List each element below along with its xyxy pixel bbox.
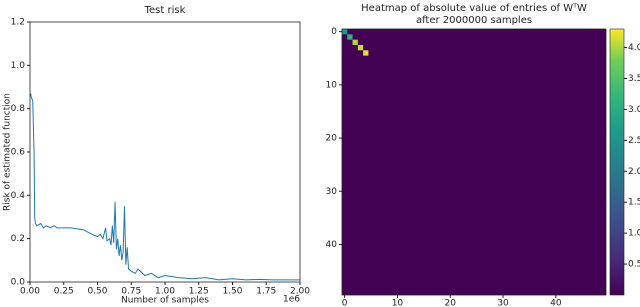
heatmap-cell: [347, 34, 353, 40]
x-tick-label: 10: [392, 299, 404, 307]
x-tick-label: 1.75: [256, 287, 276, 297]
y-tick-label: 40: [326, 240, 338, 250]
x-axis-label: Number of samples: [121, 296, 209, 306]
chart-title: Heatmap of absolute value of entries of …: [361, 3, 587, 14]
x-offset-text: 1e6: [283, 295, 300, 305]
colorbar-tick-label: 3.5: [628, 74, 640, 84]
chart-title: Test risk: [144, 5, 186, 16]
colorbar-tick-label: 2.5: [628, 136, 640, 146]
axes-frame: [341, 28, 607, 296]
axes-frame: [29, 21, 301, 283]
y-tick-label: 1.0: [11, 61, 26, 71]
heatmap-cell: [342, 29, 348, 35]
y-tick-label: 20: [326, 134, 338, 144]
line-series: [29, 93, 300, 281]
y-tick-label: 0.6: [11, 148, 26, 158]
colorbar-tick-label: 4.0: [628, 43, 640, 53]
y-tick-label: 0.2: [11, 234, 25, 244]
x-tick-label: 2.00: [290, 287, 310, 297]
x-tick-label: 0.25: [54, 287, 74, 297]
heatmap-cell: [352, 39, 358, 45]
x-tick-label: 0.00: [20, 287, 40, 297]
x-tick-label: 1.00: [155, 287, 175, 297]
y-tick-label: 30: [326, 187, 338, 197]
x-tick-label: 0.75: [121, 287, 141, 297]
y-axis-label: Risk of estimated function: [3, 93, 13, 211]
colorbar: [609, 28, 625, 296]
x-tick-label: 40: [550, 299, 562, 307]
colorbar-tick-label: 2.0: [628, 167, 640, 177]
colorbar-tick-label: 1.0: [628, 229, 640, 239]
y-tick-label: 0.8: [11, 104, 26, 114]
x-tick-label: 20: [445, 299, 457, 307]
y-tick-label: 1.2: [11, 18, 25, 28]
heatmap-cell: [357, 44, 364, 51]
y-tick-label: 0: [331, 27, 337, 37]
y-tick-label: 0.0: [11, 278, 26, 288]
y-tick-label: 0.4: [11, 191, 26, 201]
y-tick-label: 10: [326, 80, 338, 90]
x-tick-label: 30: [497, 299, 509, 307]
x-tick-label: 0: [342, 299, 348, 307]
x-tick-label: 0.50: [87, 287, 107, 297]
colorbar-tick-label: 1.5: [628, 198, 640, 208]
x-tick-label: 1.50: [222, 287, 242, 297]
heatmap-background: [342, 29, 606, 295]
x-tick-label: 1.25: [189, 287, 209, 297]
colorbar-tick-label: 3.0: [628, 105, 640, 115]
chart-title: after 2000000 samples: [416, 15, 532, 26]
colorbar-tick-label: 0.5: [628, 260, 640, 270]
heatmap-cell: [363, 50, 369, 56]
